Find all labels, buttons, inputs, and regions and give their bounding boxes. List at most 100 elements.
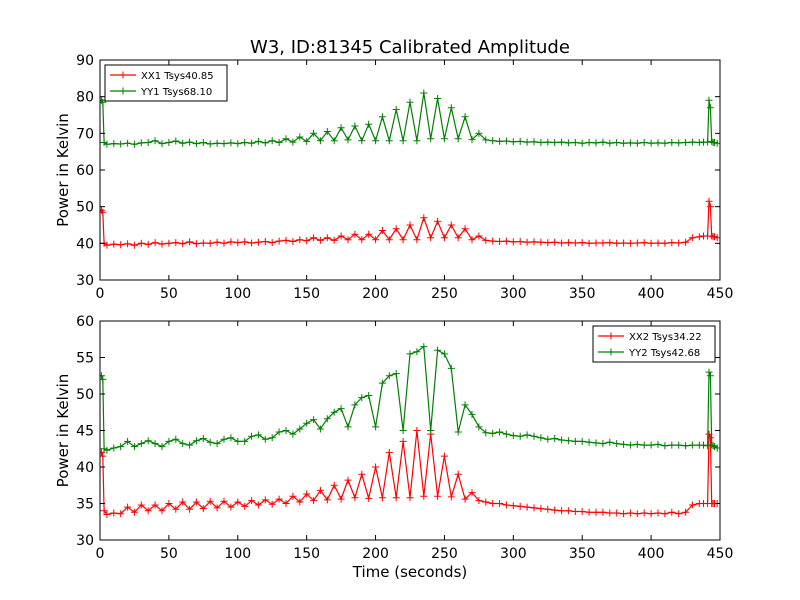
- data-point: [661, 239, 669, 247]
- data-point: [475, 423, 483, 431]
- data-point: [688, 501, 696, 509]
- y-tick-label: 50: [76, 387, 94, 403]
- x-tick-label: 350: [569, 286, 596, 302]
- data-point: [179, 240, 187, 248]
- data-point: [633, 239, 641, 247]
- data-point: [427, 427, 435, 434]
- data-point: [206, 438, 214, 446]
- data-point: [337, 495, 345, 503]
- y-tick-label: 35: [76, 497, 94, 513]
- data-point: [351, 122, 359, 130]
- x-tick-label: 50: [160, 286, 178, 302]
- y-tick-label: 50: [76, 200, 94, 216]
- data-point: [248, 239, 256, 247]
- data-point: [654, 440, 662, 448]
- data-point: [234, 437, 242, 445]
- data-point: [592, 139, 600, 147]
- data-point: [378, 494, 386, 502]
- data-point: [705, 197, 713, 205]
- x-axis-label: Time (seconds): [352, 563, 468, 581]
- x-tick-label: 250: [431, 286, 458, 302]
- data-point: [117, 443, 125, 451]
- data-point: [668, 441, 676, 449]
- data-point: [440, 234, 448, 242]
- data-point: [537, 434, 545, 442]
- data-point: [633, 510, 641, 518]
- data-point: [496, 238, 504, 245]
- data-point: [695, 233, 703, 241]
- data-point: [261, 238, 269, 245]
- data-point: [420, 214, 428, 222]
- legend-box: [592, 325, 716, 363]
- data-point: [454, 135, 462, 143]
- data-point: [158, 140, 166, 148]
- data-point: [675, 510, 683, 518]
- data-point: [310, 234, 318, 242]
- data-point: [516, 502, 524, 510]
- data-point: [330, 408, 338, 416]
- data-point: [434, 217, 442, 225]
- data-point: [564, 239, 572, 247]
- data-point: [137, 440, 145, 448]
- data-point: [682, 442, 690, 450]
- data-point: [316, 137, 324, 145]
- data-point: [227, 434, 235, 442]
- data-point: [213, 440, 221, 448]
- data-point: [640, 139, 648, 146]
- data-point: [365, 120, 373, 128]
- data-point: [571, 139, 579, 146]
- data-point: [323, 234, 331, 242]
- data-point: [144, 240, 152, 248]
- data-point: [192, 498, 200, 506]
- data-point: [241, 502, 249, 510]
- data-point: [440, 452, 448, 460]
- data-point: [489, 237, 497, 245]
- data-point: [647, 139, 655, 147]
- data-point: [551, 506, 559, 514]
- data-point: [310, 129, 318, 137]
- data-point: [103, 241, 111, 249]
- data-point: [124, 437, 132, 445]
- data-point: [151, 137, 159, 145]
- data-point: [137, 501, 145, 509]
- data-point: [330, 236, 338, 244]
- data-point: [647, 239, 655, 247]
- data-point: [705, 96, 713, 104]
- y-tick-label: 30: [76, 273, 94, 289]
- data-point: [705, 368, 713, 376]
- data-point: [206, 239, 214, 247]
- data-point: [489, 500, 497, 507]
- data-point: [103, 511, 111, 518]
- data-point: [606, 438, 614, 446]
- data-point: [633, 440, 641, 448]
- data-point: [220, 497, 228, 505]
- data-point: [351, 494, 359, 502]
- x-tick-label: 50: [160, 546, 178, 562]
- data-point: [558, 436, 566, 444]
- data-point: [241, 238, 249, 246]
- data-point: [248, 432, 256, 440]
- data-point: [234, 239, 242, 247]
- data-point: [682, 139, 690, 146]
- data-point: [378, 113, 386, 121]
- data-point: [227, 503, 235, 511]
- data-point: [254, 501, 262, 509]
- y-tick-label: 60: [76, 314, 94, 330]
- data-point: [496, 137, 504, 145]
- data-point: [413, 236, 421, 244]
- data-point: [372, 463, 380, 471]
- data-point: [502, 430, 510, 438]
- data-point: [599, 239, 607, 247]
- data-point: [310, 416, 318, 424]
- data-point: [275, 237, 283, 245]
- data-point: [151, 239, 159, 247]
- data-point: [682, 238, 690, 246]
- data-point: [585, 508, 593, 516]
- data-point: [213, 504, 221, 512]
- y-tick-label: 60: [76, 163, 94, 179]
- data-point: [688, 138, 696, 146]
- data-point: [365, 494, 373, 502]
- data-point: [578, 139, 586, 147]
- data-point: [661, 510, 669, 518]
- data-point: [186, 138, 194, 146]
